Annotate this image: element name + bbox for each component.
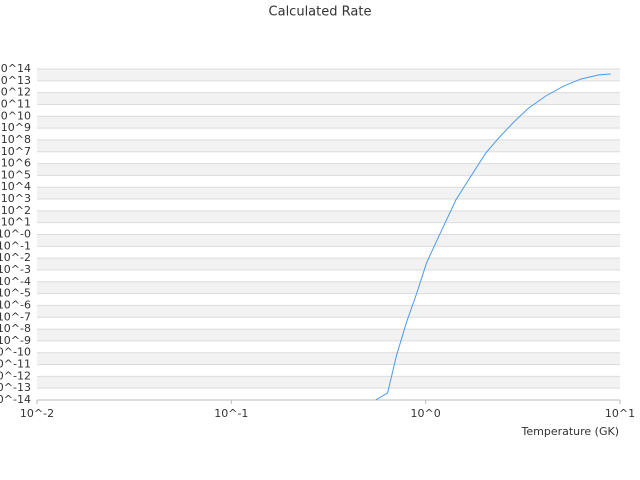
x-tick-label: 10^0 — [411, 407, 441, 420]
y-tick-label: 10^-1 — [0, 239, 31, 252]
y-tick-label: 10^7 — [1, 145, 31, 158]
x-tick-label: 10^-2 — [20, 407, 54, 420]
grid-band — [37, 139, 620, 152]
x-axis-label: Temperature (GK) — [521, 425, 620, 438]
grid-band — [37, 376, 620, 389]
grid-band — [37, 234, 620, 247]
y-tick-label: 10^-12 — [0, 369, 31, 382]
y-tick-label: 10^-5 — [0, 287, 31, 300]
grid-band — [37, 210, 620, 223]
y-tick-label: 10^11 — [0, 97, 31, 110]
y-tick-label: 10^-3 — [0, 263, 31, 276]
y-tick-label: 10^-13 — [0, 381, 31, 394]
y-tick-label: 10^6 — [1, 157, 31, 170]
y-tick-label: 10^-8 — [0, 322, 31, 335]
chart-title: Calculated Rate — [269, 5, 372, 20]
grid-band — [37, 92, 620, 105]
y-tick-label: 10^1 — [1, 216, 31, 229]
y-tick-label: 10^3 — [1, 192, 31, 205]
grid-band — [37, 329, 620, 341]
y-tick-label: 10^-9 — [0, 334, 31, 347]
grid-band — [37, 281, 620, 294]
data-line — [375, 73, 611, 400]
grid-band — [37, 258, 620, 270]
x-tick-label: 10^-1 — [214, 407, 248, 420]
x-tick-label: 10^1 — [605, 407, 635, 420]
y-tick-label: 10^-11 — [0, 358, 31, 371]
grid-band — [37, 305, 620, 318]
y-tick-label: 10^-4 — [0, 275, 31, 288]
y-tick-label: 10^-10 — [0, 346, 31, 359]
y-tick-label: 10^-6 — [0, 298, 31, 311]
y-tick-label: 10^-14 — [0, 393, 31, 406]
grid-band — [37, 69, 620, 81]
y-tick-label: 10^8 — [1, 133, 31, 146]
grid-band — [37, 187, 620, 200]
grid-band — [37, 163, 620, 176]
y-tick-label: 10^12 — [0, 86, 31, 99]
grid-band — [37, 352, 620, 365]
y-tick-label: 10^2 — [1, 204, 31, 217]
y-tick-label: 10^5 — [1, 168, 31, 181]
y-tick-label: 10^-7 — [0, 310, 31, 323]
y-tick-label: 10^14 — [0, 62, 31, 75]
y-tick-label: 10^4 — [1, 180, 31, 193]
y-tick-label: 10^-2 — [0, 251, 31, 264]
y-tick-label: 10^13 — [0, 74, 31, 87]
y-tick-label: 10^10 — [0, 109, 31, 122]
y-tick-label: 10^9 — [1, 121, 31, 134]
grid-band — [37, 116, 620, 129]
y-tick-label: 10^-0 — [0, 228, 31, 241]
